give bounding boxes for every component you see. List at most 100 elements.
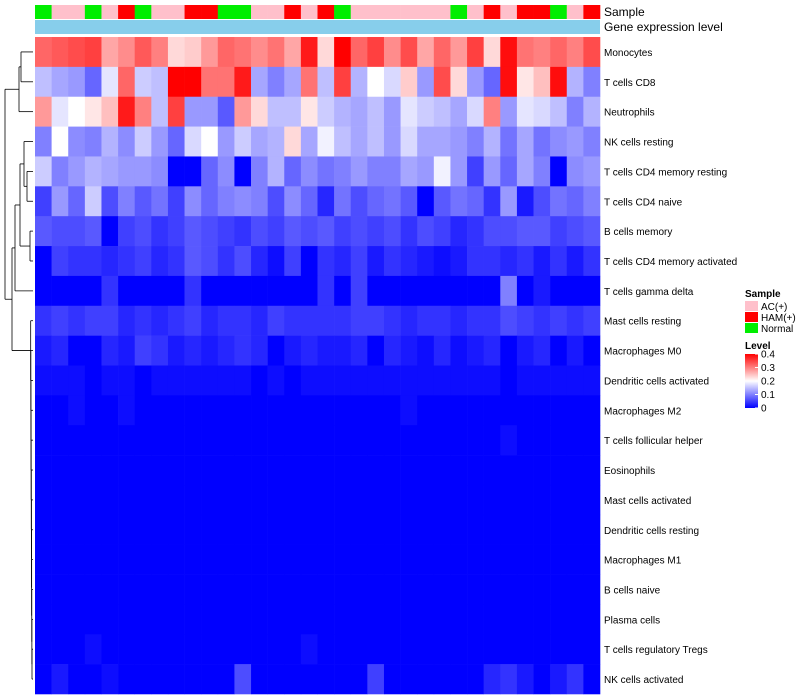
heatmap-cell	[68, 305, 86, 336]
heatmap-cell	[334, 514, 352, 545]
heatmap-cell	[383, 634, 401, 665]
heatmap-cell	[184, 66, 202, 98]
heatmap-cell	[284, 455, 302, 486]
heatmap-cell	[383, 275, 401, 307]
heatmap-cell	[217, 634, 235, 665]
heatmap-cell	[35, 574, 52, 605]
heatmap-cell	[184, 156, 202, 187]
heatmap-cell	[251, 275, 268, 307]
heatmap-cell	[516, 126, 534, 157]
heatmap-cell	[467, 37, 484, 68]
heatmap-cell	[350, 664, 368, 695]
heatmap-cell	[201, 365, 219, 396]
heatmap-cell	[433, 484, 451, 516]
heatmap-cell	[583, 395, 601, 426]
heatmap-cell	[467, 484, 484, 516]
heatmap-cell	[300, 664, 318, 695]
heatmap-cell	[267, 96, 285, 127]
heatmap-cell	[467, 664, 484, 695]
heatmap-cell	[516, 275, 534, 307]
heatmap-cell	[251, 604, 268, 635]
heatmap-cell	[383, 365, 401, 396]
heatmap-cell	[184, 604, 202, 635]
heatmap-cell	[35, 395, 52, 426]
heatmap-cell	[267, 37, 285, 68]
heatmap-cell	[500, 156, 518, 187]
heatmap-cell	[35, 514, 52, 545]
heatmap-cell	[433, 425, 451, 456]
heatmap-cell	[118, 66, 136, 98]
heatmap-cell	[334, 275, 352, 307]
heatmap-cell	[167, 574, 185, 605]
heatmap-cell	[267, 275, 285, 307]
sample-annotation-cell	[267, 5, 285, 19]
heatmap-cell	[483, 335, 501, 366]
heatmap-cell	[383, 664, 401, 695]
heatmap-cell	[533, 634, 551, 665]
heatmap-cell	[267, 484, 285, 516]
heatmap-cell	[467, 186, 484, 217]
heatmap-cell	[35, 604, 52, 635]
heatmap-cell	[101, 634, 119, 665]
heatmap-cell	[217, 96, 235, 127]
heatmap-cell	[467, 216, 484, 247]
heatmap-cell	[267, 664, 285, 695]
heatmap-cell	[201, 604, 219, 635]
heatmap-cell	[51, 305, 69, 336]
heatmap-cell	[234, 365, 252, 396]
heatmap-cell	[417, 186, 435, 217]
heatmap-cell	[334, 96, 352, 127]
heatmap-cell	[84, 634, 102, 665]
heatmap-cell	[251, 305, 268, 336]
heatmap-cell	[284, 335, 302, 366]
heatmap-cell	[234, 246, 252, 277]
heatmap-cell	[500, 574, 518, 605]
heatmap-cell	[151, 96, 169, 127]
heatmap-cell	[533, 484, 551, 516]
heatmap-cell	[383, 455, 401, 486]
heatmap-cell	[217, 186, 235, 217]
heatmap-cell	[234, 66, 252, 98]
heatmap-cell	[400, 455, 418, 486]
heatmap-cell	[334, 455, 352, 486]
heatmap-cell	[400, 395, 418, 426]
heatmap-cell	[51, 37, 69, 68]
heatmap-cell	[217, 216, 235, 247]
heatmap-cell	[134, 425, 152, 456]
heatmap-cell	[467, 395, 484, 426]
heatmap-cell	[400, 37, 418, 68]
heatmap-cell	[167, 275, 185, 307]
heatmap-cell	[467, 275, 484, 307]
heatmap-cell	[550, 37, 568, 68]
heatmap-cell	[151, 186, 169, 217]
heatmap-cell	[350, 305, 368, 336]
heatmap-cell	[300, 96, 318, 127]
heatmap-cell	[68, 425, 86, 456]
heatmap-cell	[134, 544, 152, 575]
heatmap-cell	[101, 246, 119, 277]
heatmap-cell	[583, 335, 601, 366]
heatmap-cell	[367, 455, 385, 486]
legend-level-tick-label: 0.1	[761, 390, 775, 401]
heatmap-cell	[433, 335, 451, 366]
heatmap-cell	[317, 365, 335, 396]
heatmap-cell	[417, 246, 435, 277]
heatmap-cell	[516, 365, 534, 396]
heatmap-cell	[118, 425, 136, 456]
heatmap-cell	[433, 96, 451, 127]
heatmap-cell	[284, 305, 302, 336]
heatmap-cell	[234, 126, 252, 157]
heatmap-cell	[417, 365, 435, 396]
heatmap-cell	[334, 37, 352, 68]
heatmap-cell	[550, 246, 568, 277]
heatmap-cell	[400, 186, 418, 217]
row-dendrogram	[4, 51, 33, 680]
heatmap-cell	[500, 604, 518, 635]
heatmap-cell	[167, 514, 185, 545]
heatmap-cell	[533, 604, 551, 635]
legend-level-title: Level	[745, 341, 771, 352]
heatmap-cell	[300, 156, 318, 187]
heatmap-cell	[400, 365, 418, 396]
heatmap-cell	[84, 604, 102, 635]
heatmap-cell	[367, 514, 385, 545]
